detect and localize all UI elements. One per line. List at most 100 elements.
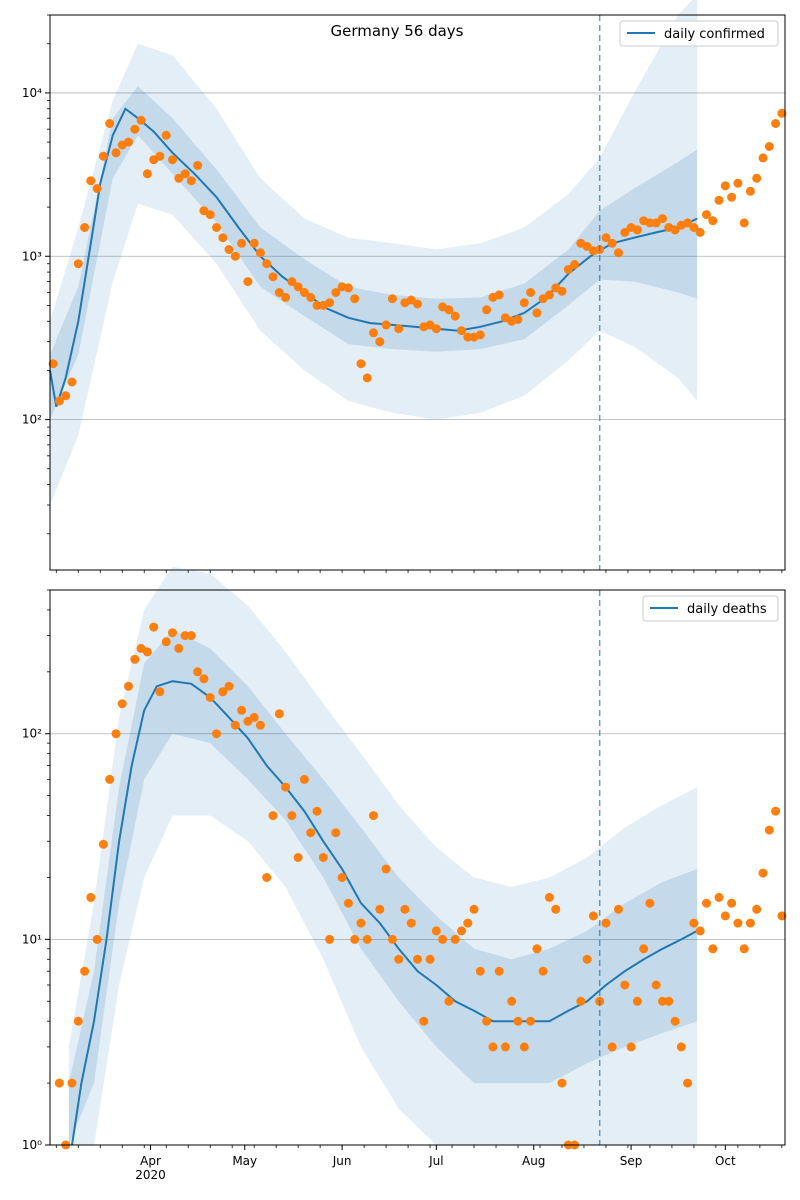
deaths-data-point — [475, 966, 485, 976]
deaths-data-point — [331, 828, 341, 838]
confirmed-data-point — [86, 176, 96, 186]
deaths-legend-label: daily deaths — [687, 602, 767, 617]
confirmed-data-point — [563, 265, 573, 274]
deaths-data-point — [758, 868, 768, 878]
deaths-data-point — [733, 918, 743, 928]
confirmed-data-point — [739, 218, 749, 228]
confirmed-legend-label: daily confirmed — [664, 27, 765, 42]
deaths-xtick-label: May — [232, 1154, 257, 1168]
confirmed-data-point — [720, 181, 730, 191]
deaths-data-point — [186, 631, 196, 641]
deaths-data-point — [312, 806, 322, 816]
deaths-data-point — [318, 853, 328, 862]
deaths-data-point — [777, 911, 787, 921]
confirmed-data-point — [708, 216, 718, 226]
confirmed-data-point — [48, 359, 58, 369]
confirmed-data-point — [293, 282, 303, 292]
deaths-data-point — [337, 873, 347, 882]
confirmed-data-point — [444, 305, 454, 315]
deaths-band-outer — [68, 566, 698, 1145]
deaths-xtick-label: Apr — [140, 1154, 161, 1168]
confirmed-data-point — [620, 227, 630, 237]
deaths-data-point — [325, 934, 335, 944]
deaths-data-point — [450, 934, 460, 944]
deaths-data-point — [413, 954, 422, 964]
confirmed-data-point — [136, 115, 146, 125]
confirmed-data-point — [130, 124, 140, 134]
confirmed-data-point — [124, 137, 133, 147]
confirmed-data-point — [92, 184, 102, 193]
deaths-data-point — [658, 996, 667, 1006]
confirmed-data-point — [186, 176, 196, 186]
confirmed-ytick-label: 10³ — [22, 249, 42, 263]
confirmed-data-point — [381, 320, 391, 330]
deaths-data-point — [702, 898, 711, 908]
confirmed-bands — [50, 0, 698, 505]
confirmed-data-point — [670, 225, 680, 235]
deaths-xtick-label: Oct — [715, 1154, 736, 1168]
deaths-data-point — [588, 911, 598, 921]
deaths-ytick-label: 10² — [22, 727, 42, 741]
deaths-data-point — [230, 720, 240, 730]
deaths-median-line-group — [72, 681, 697, 1145]
deaths-data-point — [406, 918, 416, 928]
deaths-data-point — [174, 643, 184, 653]
deaths-data-point — [268, 811, 278, 821]
deaths-data-point — [80, 966, 90, 976]
deaths-data-point — [86, 892, 96, 902]
deaths-data-point — [249, 712, 259, 722]
confirmed-data-point — [683, 218, 693, 228]
confirmed-data-point — [475, 330, 485, 340]
deaths-data-point — [281, 782, 291, 792]
confirmed-data-point — [274, 288, 284, 297]
confirmed-data-point — [764, 142, 774, 151]
confirmed-data-point — [249, 238, 259, 248]
confirmed-data-point — [205, 210, 215, 220]
deaths-ytick-label: 10⁰ — [22, 1138, 42, 1152]
deaths-data-point — [161, 637, 171, 647]
deaths-data-point — [356, 918, 366, 928]
deaths-data-point — [212, 729, 221, 739]
deaths-data-point — [683, 1078, 693, 1088]
deaths-data-point — [362, 934, 372, 944]
deaths-data-point — [507, 996, 517, 1006]
confirmed-data-point — [733, 178, 743, 188]
confirmed-data-point — [168, 155, 177, 165]
confirmed-y-ticks: 10² 10³ 10⁴ — [22, 14, 50, 535]
deaths-data-point — [142, 647, 152, 657]
deaths-xtick-sublabel: 2020 — [135, 1168, 166, 1182]
confirmed-data-point — [142, 169, 152, 179]
confirmed-data-point — [243, 277, 253, 287]
deaths-ytick-label: 10¹ — [22, 932, 42, 946]
confirmed-data-point — [375, 337, 385, 347]
deaths-data-point — [262, 873, 272, 882]
confirmed-data-point — [645, 218, 655, 228]
chart-title: Germany 56 days — [331, 22, 464, 40]
deaths-data-point — [469, 904, 479, 914]
confirmed-data-point — [362, 373, 372, 383]
deaths-data-point — [369, 811, 378, 821]
confirmed-data-point — [218, 233, 228, 243]
deaths-data-point — [218, 687, 228, 697]
deaths-data-point — [544, 892, 554, 902]
deaths-data-point — [117, 699, 127, 709]
deaths-data-point — [73, 1016, 83, 1026]
deaths-data-point — [111, 729, 121, 739]
confirmed-data-point — [212, 223, 221, 232]
deaths-data-point — [576, 996, 586, 1006]
deaths-data-point — [764, 825, 774, 835]
deaths-data-point — [664, 996, 674, 1006]
confirmed-data-point — [299, 288, 309, 297]
deaths-legend: daily deaths — [642, 595, 779, 622]
deaths-data-point — [400, 904, 410, 914]
confirmed-data-point — [526, 288, 536, 297]
confirmed-data-point — [532, 308, 542, 318]
deaths-data-point — [463, 918, 473, 928]
confirmed-data-point — [601, 233, 611, 243]
confirmed-data-point — [777, 108, 787, 118]
confirmed-data-point — [614, 248, 623, 258]
deaths-data-point — [695, 926, 705, 936]
confirmed-data-point — [174, 173, 184, 183]
deaths-data-point — [431, 926, 441, 936]
